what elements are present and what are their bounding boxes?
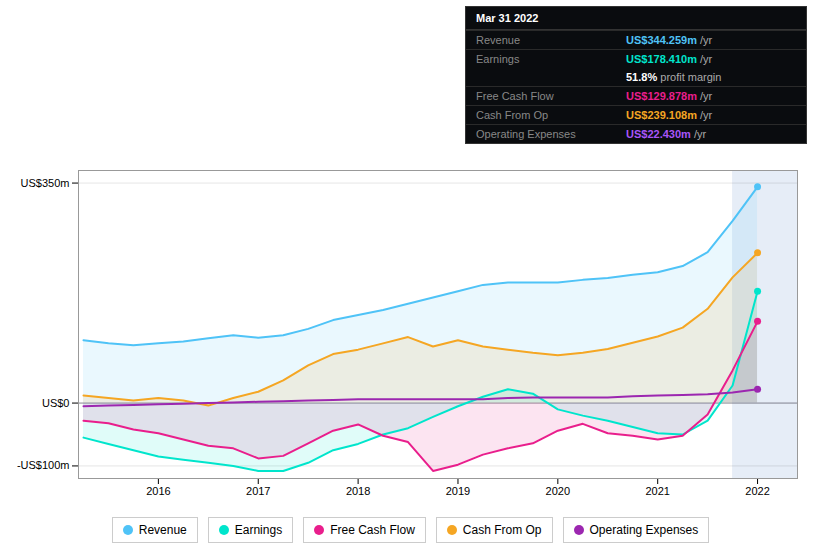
- svg-text:2020: 2020: [546, 485, 570, 497]
- svg-text:2016: 2016: [146, 485, 170, 497]
- html-text:Operating Expenses: Operating Expenses: [589, 523, 699, 537]
- svg-text:US$350m: US$350m: [21, 177, 70, 189]
- html-text:51.8% profit margin: 51.8% profit margin: [626, 71, 722, 83]
- svg-text:US$0: US$0: [42, 397, 70, 409]
- html-text:Operating Expenses: Operating Expenses: [476, 128, 576, 140]
- html-text:Earnings: Earnings: [476, 53, 520, 65]
- html-text:Mar 31 2022: Mar 31 2022: [476, 12, 539, 24]
- html-text:US$239.108m /yr: US$239.108m /yr: [626, 109, 713, 121]
- svg-text:-US$100m: -US$100m: [17, 459, 70, 471]
- html-text:US$178.410m /yr: US$178.410m /yr: [626, 53, 713, 65]
- svg-text:2019: 2019: [446, 485, 470, 497]
- html-text:US$344.259m /yr: US$344.259m /yr: [626, 34, 713, 46]
- html-text:US$129.878m /yr: US$129.878m /yr: [626, 90, 713, 102]
- svg-text:2017: 2017: [246, 485, 270, 497]
- svg-text:2018: 2018: [346, 485, 370, 497]
- html-text:Cash From Op: Cash From Op: [476, 109, 549, 121]
- html-text:Revenue: Revenue: [138, 523, 187, 537]
- svg-text:2022: 2022: [745, 485, 769, 497]
- svg-text:2021: 2021: [645, 485, 669, 497]
- html-text:Revenue: Revenue: [476, 34, 520, 46]
- html-text:Free Cash Flow: Free Cash Flow: [330, 523, 415, 537]
- html-text:Earnings: Earnings: [234, 523, 283, 537]
- html-text:US$22.430m /yr: US$22.430m /yr: [626, 128, 707, 140]
- html-text:Cash From Op: Cash From Op: [462, 523, 542, 537]
- html-text:Free Cash Flow: Free Cash Flow: [476, 90, 554, 102]
